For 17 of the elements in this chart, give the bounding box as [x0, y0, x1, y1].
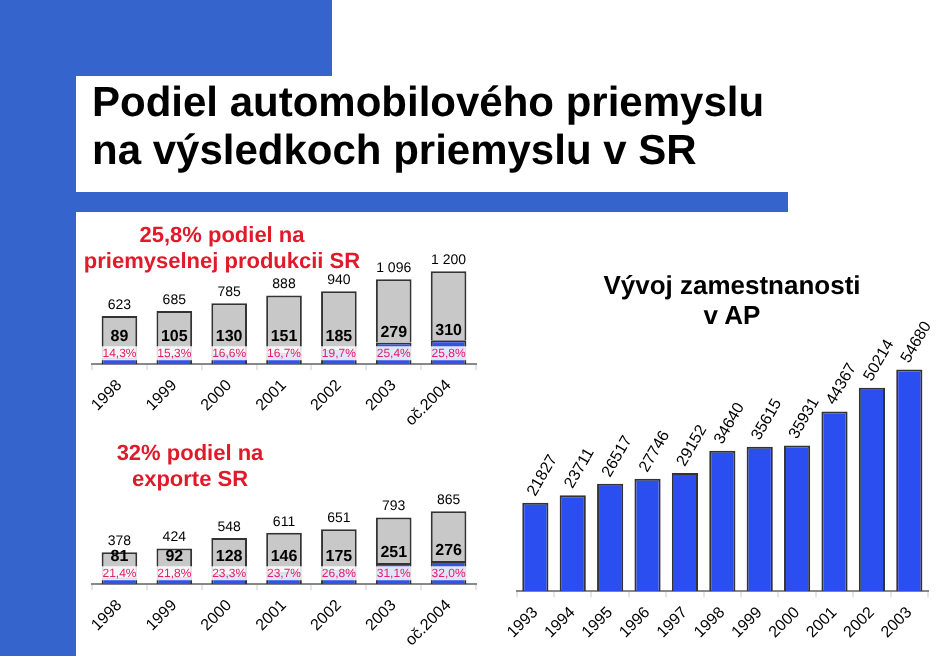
data-label: 310: [435, 320, 464, 339]
data-label: 146: [270, 546, 299, 565]
data-label: 175: [325, 546, 354, 565]
chart-title: 32% podiel na exporte SR: [114, 442, 266, 493]
data-label: 251: [380, 543, 409, 562]
data-label: 279: [380, 322, 409, 341]
data-label: 92: [165, 546, 185, 565]
data-label: 130: [215, 326, 244, 345]
data-label: 185: [325, 326, 354, 345]
chart-title: Vývoj zamestnanosti v AP: [602, 270, 862, 332]
data-label: 128: [215, 546, 244, 565]
data-label: 151: [270, 326, 299, 345]
data-label: 105: [160, 326, 189, 345]
text: Podiel automobilového priemyslu na výsledkoch priemyslu v SR: [92, 80, 767, 177]
data-label: 89: [110, 326, 130, 345]
chart-title: 25,8% podiel na priemyselnej produkcii SR: [81, 224, 363, 274]
data-label: 276: [435, 541, 464, 560]
